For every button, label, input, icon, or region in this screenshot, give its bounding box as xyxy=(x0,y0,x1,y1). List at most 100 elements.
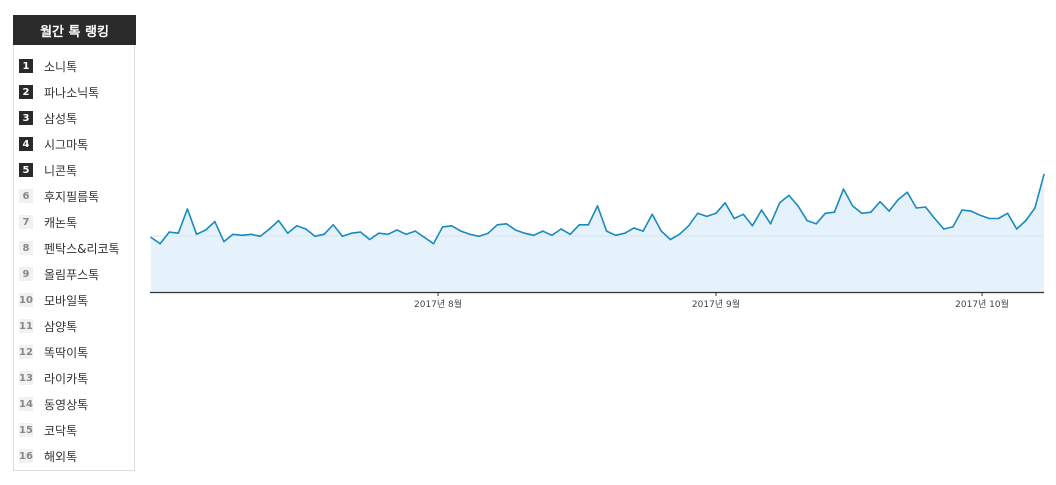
data-point[interactable] xyxy=(441,226,444,228)
data-point[interactable] xyxy=(1025,219,1027,222)
data-point[interactable] xyxy=(778,202,781,204)
data-point[interactable] xyxy=(368,238,371,241)
data-point[interactable] xyxy=(296,225,298,227)
data-point[interactable] xyxy=(660,230,663,232)
data-point[interactable] xyxy=(596,205,599,207)
data-point[interactable] xyxy=(177,232,180,234)
data-point[interactable] xyxy=(305,228,307,230)
data-point[interactable] xyxy=(833,211,836,213)
data-point[interactable] xyxy=(460,230,462,232)
ranking-item[interactable]: 11 삼양톡 xyxy=(14,313,134,339)
data-point[interactable] xyxy=(861,212,863,215)
ranking-item[interactable]: 7 캐논톡 xyxy=(14,209,134,235)
ranking-item[interactable]: 3 삼성톡 xyxy=(14,105,134,131)
data-point[interactable] xyxy=(250,233,252,236)
data-point[interactable] xyxy=(1034,207,1036,209)
data-point[interactable] xyxy=(186,208,189,210)
data-point[interactable] xyxy=(414,230,417,232)
ranking-item[interactable]: 6 후지필름톡 xyxy=(14,183,134,209)
data-point[interactable] xyxy=(815,223,817,225)
data-point[interactable] xyxy=(532,234,535,237)
data-point[interactable] xyxy=(952,226,954,228)
data-point[interactable] xyxy=(542,230,544,232)
ranking-item[interactable]: 5 니콘톡 xyxy=(14,157,134,183)
data-point[interactable] xyxy=(378,232,380,234)
data-point[interactable] xyxy=(614,234,617,237)
data-point[interactable] xyxy=(551,234,553,237)
data-point[interactable] xyxy=(587,224,590,226)
data-point[interactable] xyxy=(961,209,963,211)
data-point[interactable] xyxy=(806,219,808,222)
data-point[interactable] xyxy=(387,233,389,236)
data-point[interactable] xyxy=(733,217,735,220)
data-point[interactable] xyxy=(478,235,480,238)
ranking-item[interactable]: 1 소니톡 xyxy=(14,53,134,79)
data-point[interactable] xyxy=(523,232,526,234)
data-point[interactable] xyxy=(241,234,243,237)
data-point[interactable] xyxy=(314,235,316,238)
data-point[interactable] xyxy=(423,236,426,239)
data-point[interactable] xyxy=(450,225,453,227)
data-point[interactable] xyxy=(168,231,170,233)
data-point[interactable] xyxy=(888,210,890,212)
data-point[interactable] xyxy=(870,211,872,213)
data-point[interactable] xyxy=(469,233,471,236)
data-point[interactable] xyxy=(642,230,644,232)
data-point[interactable] xyxy=(350,232,353,234)
data-point[interactable] xyxy=(432,242,435,245)
data-point[interactable] xyxy=(341,235,344,238)
data-point[interactable] xyxy=(268,228,271,230)
ranking-item[interactable]: 13 라이카톡 xyxy=(14,365,134,391)
data-point[interactable] xyxy=(259,235,262,238)
data-point[interactable] xyxy=(715,212,717,215)
data-point[interactable] xyxy=(897,198,899,201)
ranking-item[interactable]: 9 올림푸스톡 xyxy=(14,261,134,287)
data-point[interactable] xyxy=(1043,173,1045,176)
data-point[interactable] xyxy=(696,212,699,215)
ranking-item[interactable]: 14 동영상톡 xyxy=(14,391,134,417)
data-point[interactable] xyxy=(751,225,754,227)
data-point[interactable] xyxy=(988,217,991,220)
data-point[interactable] xyxy=(687,225,690,227)
data-point[interactable] xyxy=(150,236,152,239)
data-point[interactable] xyxy=(970,210,972,212)
data-point[interactable] xyxy=(159,242,161,245)
data-point[interactable] xyxy=(569,233,571,236)
data-point[interactable] xyxy=(915,207,918,209)
data-point[interactable] xyxy=(496,224,499,226)
data-point[interactable] xyxy=(851,205,854,207)
data-point[interactable] xyxy=(979,214,981,217)
data-point[interactable] xyxy=(560,228,562,230)
data-point[interactable] xyxy=(1006,212,1009,215)
data-point[interactable] xyxy=(924,206,927,208)
data-point[interactable] xyxy=(232,233,234,236)
data-point[interactable] xyxy=(706,215,708,218)
data-point[interactable] xyxy=(769,223,772,225)
data-point[interactable] xyxy=(223,240,225,243)
data-point[interactable] xyxy=(514,229,517,231)
data-point[interactable] xyxy=(359,231,362,233)
ranking-item[interactable]: 15 코닥톡 xyxy=(14,417,134,443)
data-point[interactable] xyxy=(760,209,763,211)
data-point[interactable] xyxy=(633,227,635,229)
data-point[interactable] xyxy=(578,224,581,226)
ranking-item[interactable]: 2 파나소닉톡 xyxy=(14,79,134,105)
data-point[interactable] xyxy=(505,223,508,225)
data-point[interactable] xyxy=(842,188,845,190)
data-point[interactable] xyxy=(195,233,198,236)
ranking-item[interactable]: 10 모바일톡 xyxy=(14,287,134,313)
data-point[interactable] xyxy=(824,212,827,215)
data-point[interactable] xyxy=(742,213,745,216)
data-point[interactable] xyxy=(396,229,398,231)
data-point[interactable] xyxy=(624,232,626,234)
data-point[interactable] xyxy=(797,205,799,207)
data-point[interactable] xyxy=(286,232,289,234)
data-point[interactable] xyxy=(323,233,325,236)
data-point[interactable] xyxy=(204,229,207,231)
data-point[interactable] xyxy=(1015,228,1018,230)
data-point[interactable] xyxy=(678,233,681,236)
data-point[interactable] xyxy=(214,220,216,223)
ranking-item[interactable]: 16 해외톡 xyxy=(14,443,134,469)
data-point[interactable] xyxy=(788,194,790,197)
data-point[interactable] xyxy=(997,217,1000,220)
